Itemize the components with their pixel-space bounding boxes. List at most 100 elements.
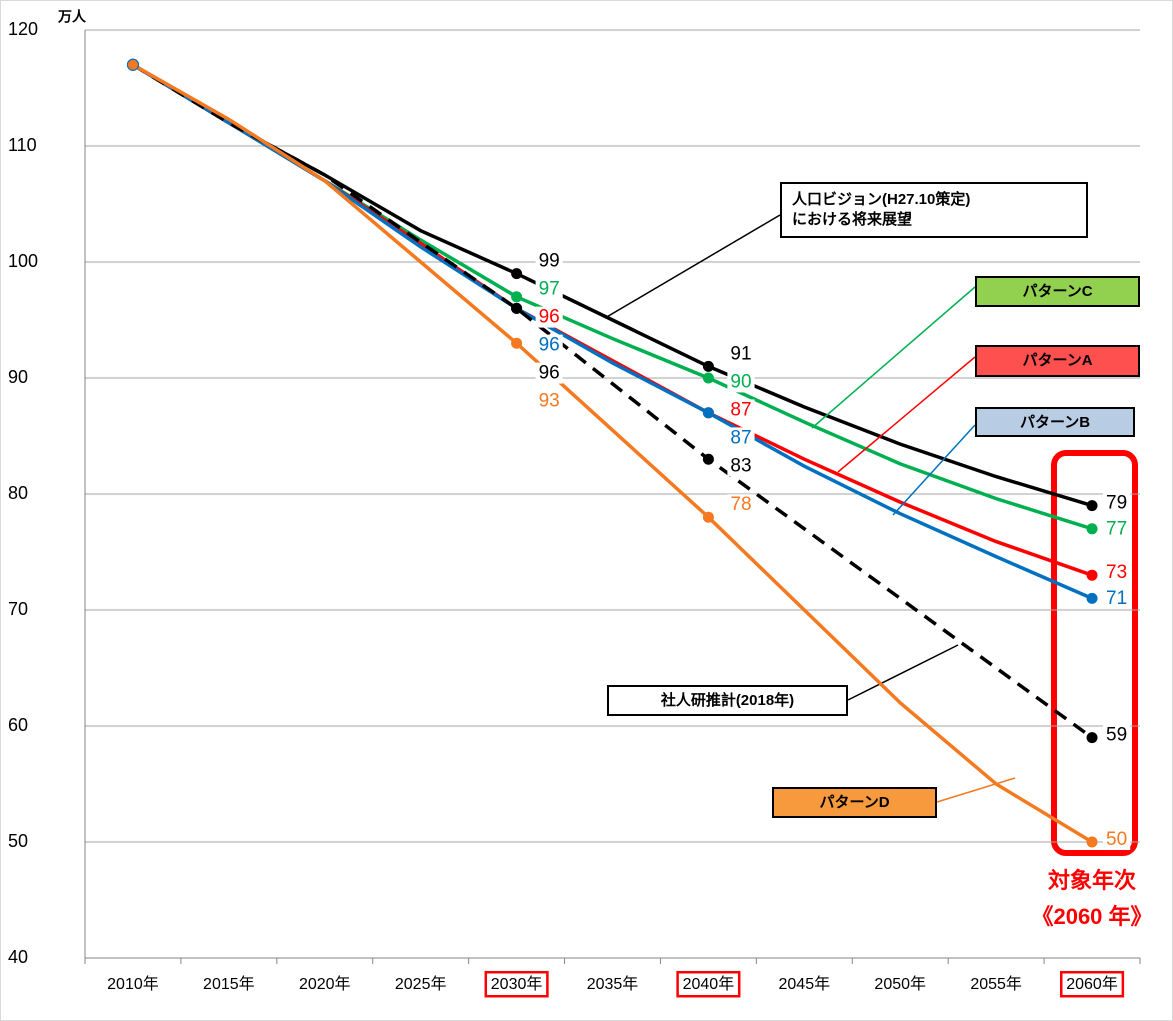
- y-unit: 万人: [57, 9, 87, 25]
- value-label-bg: [727, 494, 755, 516]
- point: [511, 291, 523, 303]
- series-legend: 社人研推計(2018年): [607, 685, 848, 716]
- value-label: 79: [1106, 493, 1127, 514]
- x-tick-label: 2035年: [587, 975, 639, 993]
- value-label: 77: [1106, 519, 1127, 540]
- series-line: [132, 63, 1094, 740]
- x-tick-label: 2060年: [1066, 975, 1118, 993]
- point: [702, 407, 714, 419]
- value-label-bg: [535, 278, 563, 300]
- value-label: 96: [539, 363, 560, 384]
- point: [1086, 523, 1098, 535]
- y-tick-label: 110: [8, 135, 37, 155]
- series-legend: パターンB: [975, 407, 1135, 437]
- value-label: 83: [730, 455, 751, 476]
- value-label: 73: [1106, 562, 1127, 583]
- value-label-group: 91: [727, 343, 755, 365]
- point: [1086, 732, 1098, 744]
- value-label-bg: [535, 362, 563, 384]
- callout-line: [837, 356, 976, 473]
- y-tick-label: 120: [8, 19, 38, 39]
- highlight-box: [1051, 450, 1138, 856]
- annotation: 《2060 年》: [1031, 904, 1152, 929]
- value-label-group: 77: [1103, 518, 1131, 540]
- value-label-bg: [727, 455, 755, 477]
- value-label-bg: [1103, 492, 1131, 514]
- point: [1086, 569, 1098, 581]
- value-label-group: 73: [1103, 562, 1131, 584]
- value-label-bg: [535, 390, 563, 412]
- series-legend: パターンC: [975, 276, 1140, 307]
- value-label-bg: [727, 427, 755, 449]
- point: [702, 511, 714, 523]
- value-label-group: 71: [1103, 588, 1131, 610]
- value-label-group: 90: [727, 371, 755, 393]
- x-tick-label: 2025年: [395, 975, 447, 993]
- category-highlight: [676, 970, 741, 998]
- value-label-bg: [1103, 724, 1131, 746]
- y-tick-label: 70: [8, 599, 28, 619]
- callout-line: [811, 286, 976, 429]
- value-label-bg: [535, 334, 563, 356]
- value-label: 93: [539, 391, 560, 412]
- x-tick-label: 2010年: [107, 975, 159, 993]
- series-legend: パターンA: [975, 345, 1140, 377]
- y-tick-label: 100: [8, 251, 38, 271]
- value-label: 87: [730, 427, 751, 448]
- x-tick-label: 2045年: [779, 975, 831, 993]
- value-label-group: 96: [535, 362, 563, 384]
- value-label-group: 50: [1103, 829, 1131, 851]
- value-label-group: 87: [727, 399, 755, 421]
- point: [511, 302, 523, 314]
- value-label: 96: [539, 307, 560, 328]
- series-legend: パターンD: [772, 787, 937, 818]
- x-tick-label: 2030年: [491, 975, 543, 993]
- callout-line: [604, 214, 781, 319]
- value-label: 87: [730, 399, 751, 420]
- point: [702, 360, 714, 372]
- x-tick-label: 2055年: [970, 975, 1022, 993]
- value-label-bg: [1103, 829, 1131, 851]
- value-label-group: 78: [727, 494, 755, 516]
- y-tick-label: 50: [8, 831, 28, 851]
- value-label-bg: [727, 343, 755, 365]
- x-tick-label: 2020年: [299, 975, 351, 993]
- value-label-group: 59: [1103, 724, 1131, 746]
- point: [702, 372, 714, 384]
- value-label: 90: [730, 371, 751, 392]
- value-label: 78: [730, 494, 751, 515]
- y-tick-label: 40: [8, 947, 28, 967]
- value-label-bg: [727, 399, 755, 421]
- value-label-group: 93: [535, 390, 563, 412]
- point: [1086, 836, 1098, 848]
- value-label: 59: [1106, 725, 1127, 746]
- point: [1086, 500, 1098, 512]
- value-label-group: 99: [535, 250, 563, 272]
- callout-line: [892, 424, 976, 516]
- value-label: 71: [1106, 588, 1127, 609]
- value-label-bg: [535, 306, 563, 328]
- y-tick-label: 60: [8, 715, 28, 735]
- x-tick-label: 2015年: [203, 975, 255, 993]
- value-label-group: 83: [727, 455, 755, 477]
- callout-line: [936, 777, 1016, 803]
- x-tick-label: 2050年: [874, 975, 926, 993]
- value-label-group: 87: [727, 427, 755, 449]
- value-label-bg: [1103, 518, 1131, 540]
- annotation: 対象年次: [1048, 868, 1136, 893]
- value-label-bg: [1103, 588, 1131, 610]
- value-label-bg: [1103, 562, 1131, 584]
- value-label-group: 96: [535, 306, 563, 328]
- value-label-bg: [727, 371, 755, 393]
- x-tick-label: 2040年: [683, 975, 735, 993]
- y-tick-label: 90: [8, 367, 28, 387]
- value-label: 96: [539, 335, 560, 356]
- category-highlight: [484, 970, 549, 998]
- category-highlight: [1059, 970, 1125, 998]
- point: [126, 58, 139, 71]
- value-label: 50: [1106, 829, 1127, 850]
- point: [511, 337, 523, 349]
